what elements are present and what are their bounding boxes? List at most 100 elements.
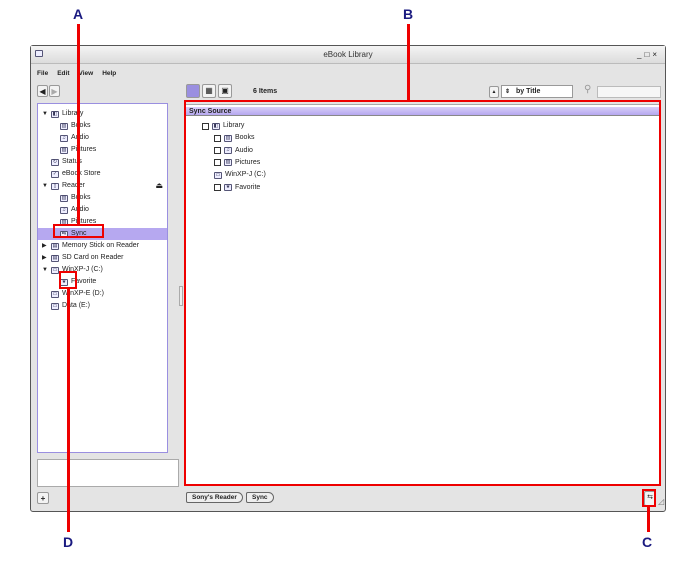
callout-box-b [184,100,661,486]
status-icon: ↻ [51,158,59,166]
checkbox[interactable] [214,184,221,191]
app-book-icon [35,50,43,57]
sync-source-item[interactable]: ▭ WinXP-J (C:) [214,169,266,181]
tree-item[interactable]: ▭ Data (E:) [38,300,167,312]
breadcrumb-sync[interactable]: Sync [246,492,274,503]
checkbox[interactable] [214,159,221,167]
title-bar: eBook Library _□× [31,46,665,64]
sync-source-item-label: Audio [235,146,253,154]
expand-right-icon[interactable]: ▶ [42,255,47,261]
tree-item-label: Status [62,158,82,165]
list-view-button[interactable] [186,84,200,98]
sync-source-item[interactable]: ▥ Books [214,132,254,144]
music-note-icon: ♫ [60,134,68,142]
sync-source-item[interactable]: ▨ Pictures [214,157,260,169]
tree-item[interactable]: ▼ ▭ WinXP-J (C:) [38,264,167,276]
callout-box-c [642,489,656,507]
splitter-handle[interactable] [179,286,183,306]
checkbox[interactable] [202,122,209,130]
callout-label-a: A [73,6,84,22]
add-button[interactable]: + [37,492,49,504]
expand-down-icon[interactable]: ▼ [42,267,48,273]
grid-view-button[interactable]: ▦ [202,84,216,98]
ebook-library-window: eBook Library _□× File Edit View Help ◀ ▶ ▦… [30,45,666,512]
sync-source-item-label: Favorite [235,183,261,191]
tree-item-label: Books [71,194,91,201]
tree-item[interactable]: ♫Audio [38,132,167,144]
book-icon: ▥ [60,194,68,202]
tree-item[interactable]: ▶ ▤ Memory Stick on Reader [38,240,167,252]
sort-order-button[interactable]: ▲ [489,86,499,98]
tree-item-label: eBook Store [62,170,101,177]
minimize-button[interactable]: _ [637,50,645,59]
menu-edit[interactable]: Edit [57,70,70,77]
expand-right-icon[interactable]: ▶ [42,243,47,249]
tree-item-label: Books [71,122,91,129]
tree-item-label: Sync [71,230,87,237]
tree-item-label: Pictures [71,146,97,153]
tree-item-label: Favorite [71,278,97,285]
eject-icon[interactable]: ⏏ [155,181,163,190]
tree-item[interactable]: ★ Favorite [38,276,167,288]
sync-source-item-label: Books [235,134,255,142]
sync-source-item[interactable]: ★ Favorite [214,182,260,194]
callout-label-c: C [642,534,653,550]
callout-box-d [59,271,77,289]
picture-icon: ▨ [60,146,68,154]
sort-select[interactable]: ⇕ by Title [501,85,573,98]
menu-help[interactable]: Help [102,70,117,77]
music-note-icon: ♫ [224,147,232,155]
search-input[interactable] [597,86,661,98]
sync-source-item-label: Library [223,122,245,129]
item-count: 6 Items [253,88,278,95]
tree-item[interactable]: ▨ Pictures [38,144,167,156]
callout-line-d [67,288,70,532]
tree-item-label: Reader [62,182,85,189]
tree-item[interactable]: ♫Audio [38,204,167,216]
tree-item-label: WinXP-E (D:) [62,290,104,297]
search-icon: ⚲ [584,84,592,95]
tree-item[interactable]: ▭ WinXP-E (D:) [38,288,167,300]
tree-item-label: Data (E:) [62,302,91,309]
sync-source-header: Sync Source [186,107,659,116]
tree-item-label: Memory Stick on Reader [62,242,140,249]
callout-line-c [647,506,650,532]
info-panel [37,459,179,487]
expand-down-icon[interactable]: ▼ [42,111,48,117]
memory-stick-icon: ▤ [51,242,59,250]
expand-down-icon[interactable]: ▼ [42,183,48,189]
menu-file[interactable]: File [37,70,49,77]
tree-item[interactable]: ✓ eBook Store [38,168,167,180]
tree-item-label: SD Card on Reader [62,254,124,261]
maximize-button[interactable]: □ [644,50,653,59]
tree-item[interactable]: ▶ ▤ SD Card on Reader [38,252,167,264]
resize-grip-icon[interactable]: ◿ [658,497,665,506]
thumbnail-view-button[interactable]: ▣ [218,84,232,98]
drive-icon: ▭ [51,302,59,310]
callout-label-b: B [403,6,414,22]
window-title: eBook Library [323,50,373,59]
tree-item[interactable]: ▼ ◧ Library [38,108,167,120]
tree-item-label: Library [62,110,84,117]
tree-item[interactable]: ▥ Books [38,120,167,132]
tree-item[interactable]: ▼ ▯ Reader ⏏ [38,180,167,192]
sync-source-item[interactable]: ◧ Library [202,120,244,132]
drive-icon: ▭ [51,290,59,298]
tree-item[interactable]: ▥ Books [38,192,167,204]
menu-view[interactable]: View [78,70,94,77]
sync-source-item-label: WinXP-J (C:) [225,171,266,179]
sync-source-item[interactable]: ♫ Audio [214,145,253,157]
checkbox[interactable] [214,147,221,155]
checkbox[interactable] [214,134,221,142]
sort-value: by Title [516,88,541,95]
forward-button[interactable]: ▶ [49,85,60,97]
book-icon: ▥ [224,134,232,142]
tree-item-label: WinXP-J (C:) [62,266,103,273]
close-button[interactable]: × [652,50,660,59]
favorite-folder-icon: ★ [224,184,232,191]
sync-source-item-label: Pictures [235,158,261,166]
library-icon: ◧ [51,110,59,118]
back-button[interactable]: ◀ [37,85,48,97]
tree-item[interactable]: ↻ Status [38,156,167,168]
breadcrumb-sonys-reader[interactable]: Sony's Reader [186,492,243,503]
